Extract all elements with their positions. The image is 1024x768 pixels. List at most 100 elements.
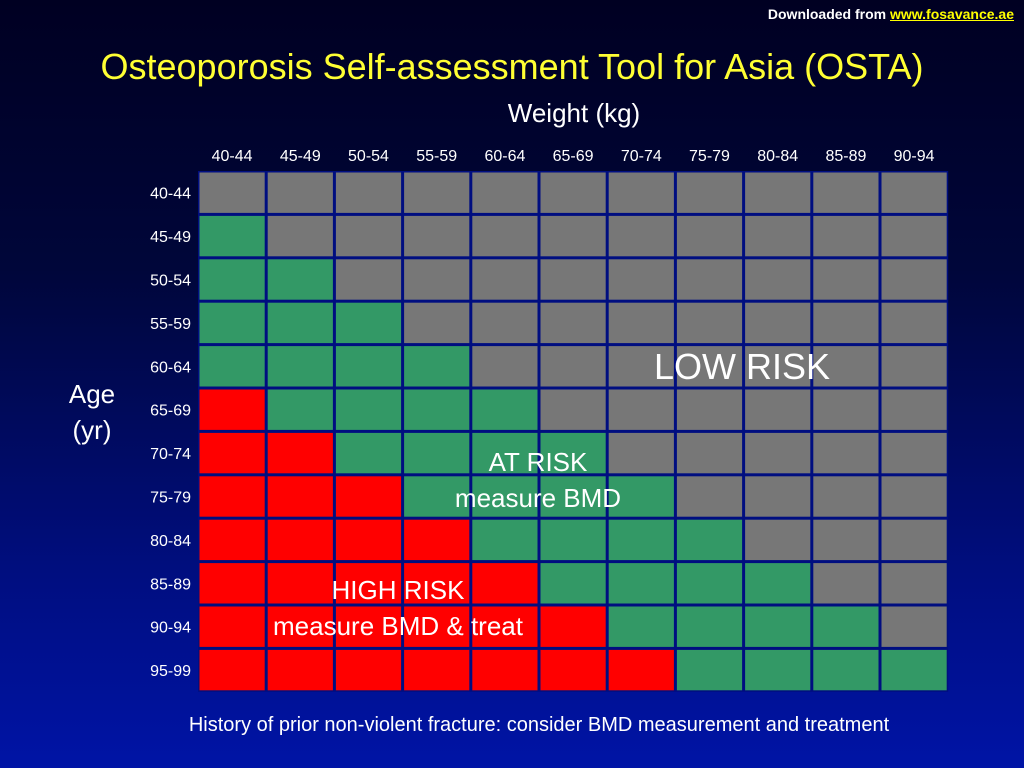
- heatmap-cell-low: [881, 302, 947, 344]
- y-tick-label: 90-94: [150, 620, 191, 637]
- y-tick-label: 40-44: [150, 186, 191, 203]
- high-risk-label: HIGH RISK measure BMD & treat: [230, 572, 566, 644]
- chart-title: Osteoporosis Self-assessment Tool for As…: [100, 46, 924, 87]
- heatmap-cell-low: [404, 215, 470, 257]
- low-risk-label: LOW RISK: [654, 346, 831, 387]
- heatmap-cell-low: [608, 346, 674, 387]
- x-tick-label: 55-59: [416, 148, 457, 165]
- heatmap-cell-at_risk: [472, 389, 538, 430]
- heatmap-cell-at_risk: [676, 606, 743, 647]
- heatmap-cell-low: [404, 302, 470, 344]
- heatmap-cell-high: [608, 649, 674, 691]
- heatmap-cell-high: [267, 563, 333, 604]
- heatmap-cell-high: [335, 519, 402, 561]
- heatmap-cell-low: [540, 346, 606, 387]
- at-risk-label-line2: measure BMD: [454, 483, 622, 513]
- heatmap-cell-high: [540, 606, 606, 647]
- heatmap-cell-low: [335, 172, 402, 213]
- heatmap-cell-at_risk: [676, 563, 743, 604]
- x-tick-label: 60-64: [484, 148, 525, 165]
- x-tick-label: 40-44: [212, 148, 253, 165]
- heatmap-cell-low: [813, 519, 879, 561]
- heatmap-cell-low: [676, 259, 743, 300]
- heatmap-cell-at_risk: [745, 606, 811, 647]
- source-link[interactable]: www.fosavance.ae: [890, 6, 1014, 22]
- at-risk-label: AT RISK measure BMD: [428, 444, 648, 516]
- heatmap-cell-low: [608, 432, 674, 474]
- grid-frame: [198, 171, 949, 692]
- y-axis-label-line2: (yr): [72, 415, 112, 445]
- heatmap-cell-at_risk: [540, 432, 606, 474]
- heatmap-cell-low: [881, 606, 947, 647]
- y-axis-label: Age (yr): [56, 376, 128, 448]
- heatmap-cell-high: [404, 563, 470, 604]
- heatmap-cell-low: [813, 476, 879, 517]
- heatmap-cell-low: [881, 215, 947, 257]
- heatmap-cell-high: [472, 649, 538, 691]
- heatmap-cell-at_risk: [676, 649, 743, 691]
- heatmap-cell-at_risk: [472, 519, 538, 561]
- heatmap-cell-low: [540, 215, 606, 257]
- y-tick-label: 85-89: [150, 576, 191, 593]
- heatmap-cell-high: [404, 519, 470, 561]
- y-tick-label: 65-69: [150, 403, 191, 420]
- heatmap-cell-at_risk: [267, 259, 333, 300]
- heatmap-cell-low: [745, 346, 811, 387]
- heatmap-cell-low: [813, 389, 879, 430]
- heatmap-cell-high: [267, 606, 333, 647]
- x-tick-label: 80-84: [757, 148, 798, 165]
- heatmap-cell-low: [404, 172, 470, 213]
- heatmap-cell-at_risk: [267, 389, 333, 430]
- heatmap-cell-at_risk: [540, 476, 606, 517]
- heatmap-cell-high: [267, 519, 333, 561]
- y-tick-label: 55-59: [150, 316, 191, 333]
- heatmap-cell-at_risk: [267, 346, 333, 387]
- heatmap-cell-low: [676, 346, 743, 387]
- heatmap-cell-high: [335, 606, 402, 647]
- heatmap-cell-low: [267, 172, 333, 213]
- heatmap-cell-low: [745, 215, 811, 257]
- heatmap-cell-at_risk: [540, 563, 606, 604]
- heatmap-cell-at_risk: [335, 302, 402, 344]
- heatmap-cell-high: [199, 519, 265, 561]
- heatmap-cell-at_risk: [199, 302, 265, 344]
- source-prefix: Downloaded from: [767, 6, 891, 22]
- heatmap-cell-low: [881, 259, 947, 300]
- heatmap-cell-low: [813, 346, 879, 387]
- heatmap-cell-low: [472, 259, 538, 300]
- heatmap-cell-low: [745, 476, 811, 517]
- heatmap-cell-high: [335, 476, 402, 517]
- x-tick-label: 50-54: [348, 148, 389, 165]
- heatmap-cell-high: [335, 563, 402, 604]
- heatmap-cell-low: [608, 259, 674, 300]
- heatmap-cell-low: [813, 215, 879, 257]
- heatmap-cell-at_risk: [199, 346, 265, 387]
- y-tick-label: 75-79: [150, 490, 191, 507]
- heatmap-cell-low: [472, 172, 538, 213]
- heatmap-cell-low: [813, 259, 879, 300]
- x-tick-label: 70-74: [621, 148, 662, 165]
- heatmap-cell-low: [199, 172, 265, 213]
- x-axis-label: Weight (kg): [507, 98, 641, 128]
- heatmap-cell-at_risk: [404, 389, 470, 430]
- y-axis-label-line1: Age: [68, 379, 116, 409]
- y-tick-label: 80-84: [150, 533, 191, 550]
- x-tick-label: 65-69: [553, 148, 594, 165]
- heatmap-cell-low: [267, 215, 333, 257]
- heatmap-cell-high: [199, 649, 265, 691]
- heatmap-cell-at_risk: [745, 563, 811, 604]
- heatmap-cell-low: [472, 346, 538, 387]
- heatmap-cell-at_risk: [540, 519, 606, 561]
- x-tick-label: 75-79: [689, 148, 730, 165]
- heatmap-cell-low: [608, 215, 674, 257]
- heatmap-cell-high: [404, 606, 470, 647]
- heatmap-cell-low: [881, 389, 947, 430]
- heatmap-cell-low: [335, 259, 402, 300]
- heatmap-cell-at_risk: [745, 649, 811, 691]
- heatmap-cell-low: [813, 563, 879, 604]
- heatmap-cell-high: [199, 432, 265, 474]
- heatmap-cell-at_risk: [335, 389, 402, 430]
- heatmap-cell-low: [745, 259, 811, 300]
- heatmap-cell-low: [676, 389, 743, 430]
